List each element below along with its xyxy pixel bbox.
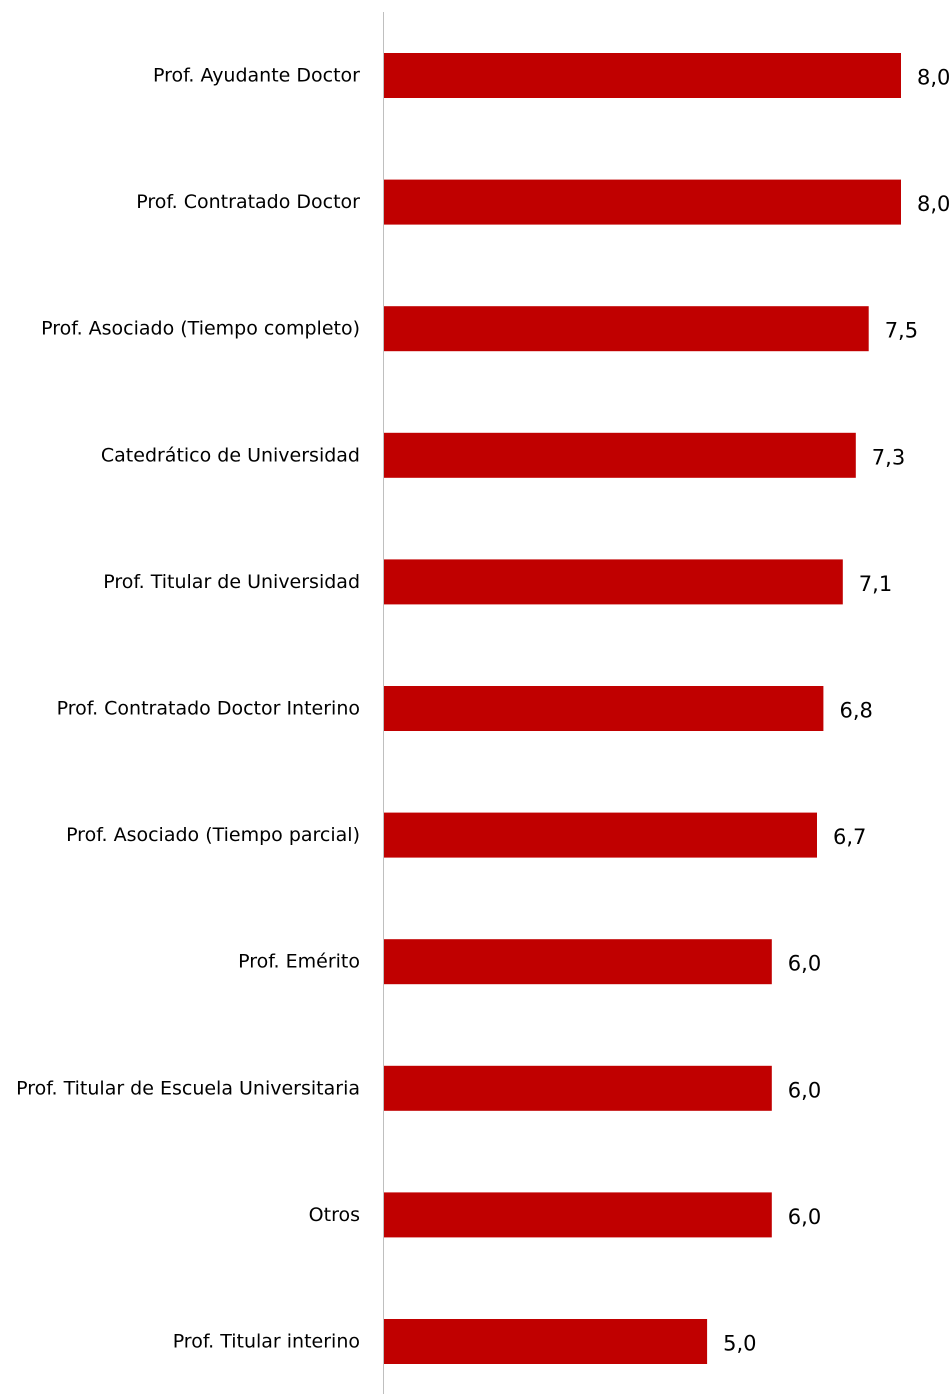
category-label: Catedrático de Universidad <box>101 444 360 466</box>
category-label: Prof. Titular de Universidad <box>103 571 360 593</box>
bar <box>384 179 901 225</box>
value-label: 6,0 <box>788 1078 821 1102</box>
bar <box>384 1065 772 1111</box>
category-label: Prof. Titular de Escuela Universitaria <box>16 1077 360 1099</box>
bar <box>384 1192 772 1238</box>
category-label: Prof. Asociado (Tiempo parcial) <box>66 824 360 846</box>
category-label: Prof. Contratado Doctor Interino <box>57 698 360 720</box>
category-label: Prof. Titular interino <box>173 1331 360 1353</box>
bar <box>384 432 856 478</box>
category-label: Prof. Asociado (Tiempo completo) <box>41 318 360 340</box>
bar <box>384 306 869 352</box>
value-label: 7,1 <box>859 572 892 596</box>
bars-group <box>384 53 901 1364</box>
value-label: 8,0 <box>917 192 950 216</box>
value-label: 7,3 <box>872 445 905 469</box>
value-label: 5,0 <box>723 1332 756 1356</box>
bar <box>384 1319 708 1364</box>
value-label: 8,0 <box>917 66 950 90</box>
value-label: 6,0 <box>788 1205 821 1229</box>
category-label: Prof. Contratado Doctor <box>136 191 360 213</box>
category-labels-group: Prof. Ayudante Doctor Prof. Contratado Do… <box>16 65 360 1353</box>
bar <box>384 939 772 985</box>
category-label: Prof. Ayudante Doctor <box>153 65 360 87</box>
value-label: 6,8 <box>840 699 873 723</box>
category-label: Prof. Emérito <box>238 951 360 973</box>
category-label: Otros <box>309 1204 360 1226</box>
value-labels-group: 8,0 8,0 7,5 7,3 7,1 6,8 6,7 6,0 6,0 6,0 5,0 <box>723 66 950 1356</box>
bar <box>384 812 817 858</box>
bar <box>384 686 824 731</box>
bar <box>384 53 901 98</box>
value-label: 6,7 <box>833 825 866 849</box>
value-label: 7,5 <box>885 319 918 343</box>
bar <box>384 559 843 605</box>
value-label: 6,0 <box>788 952 821 976</box>
